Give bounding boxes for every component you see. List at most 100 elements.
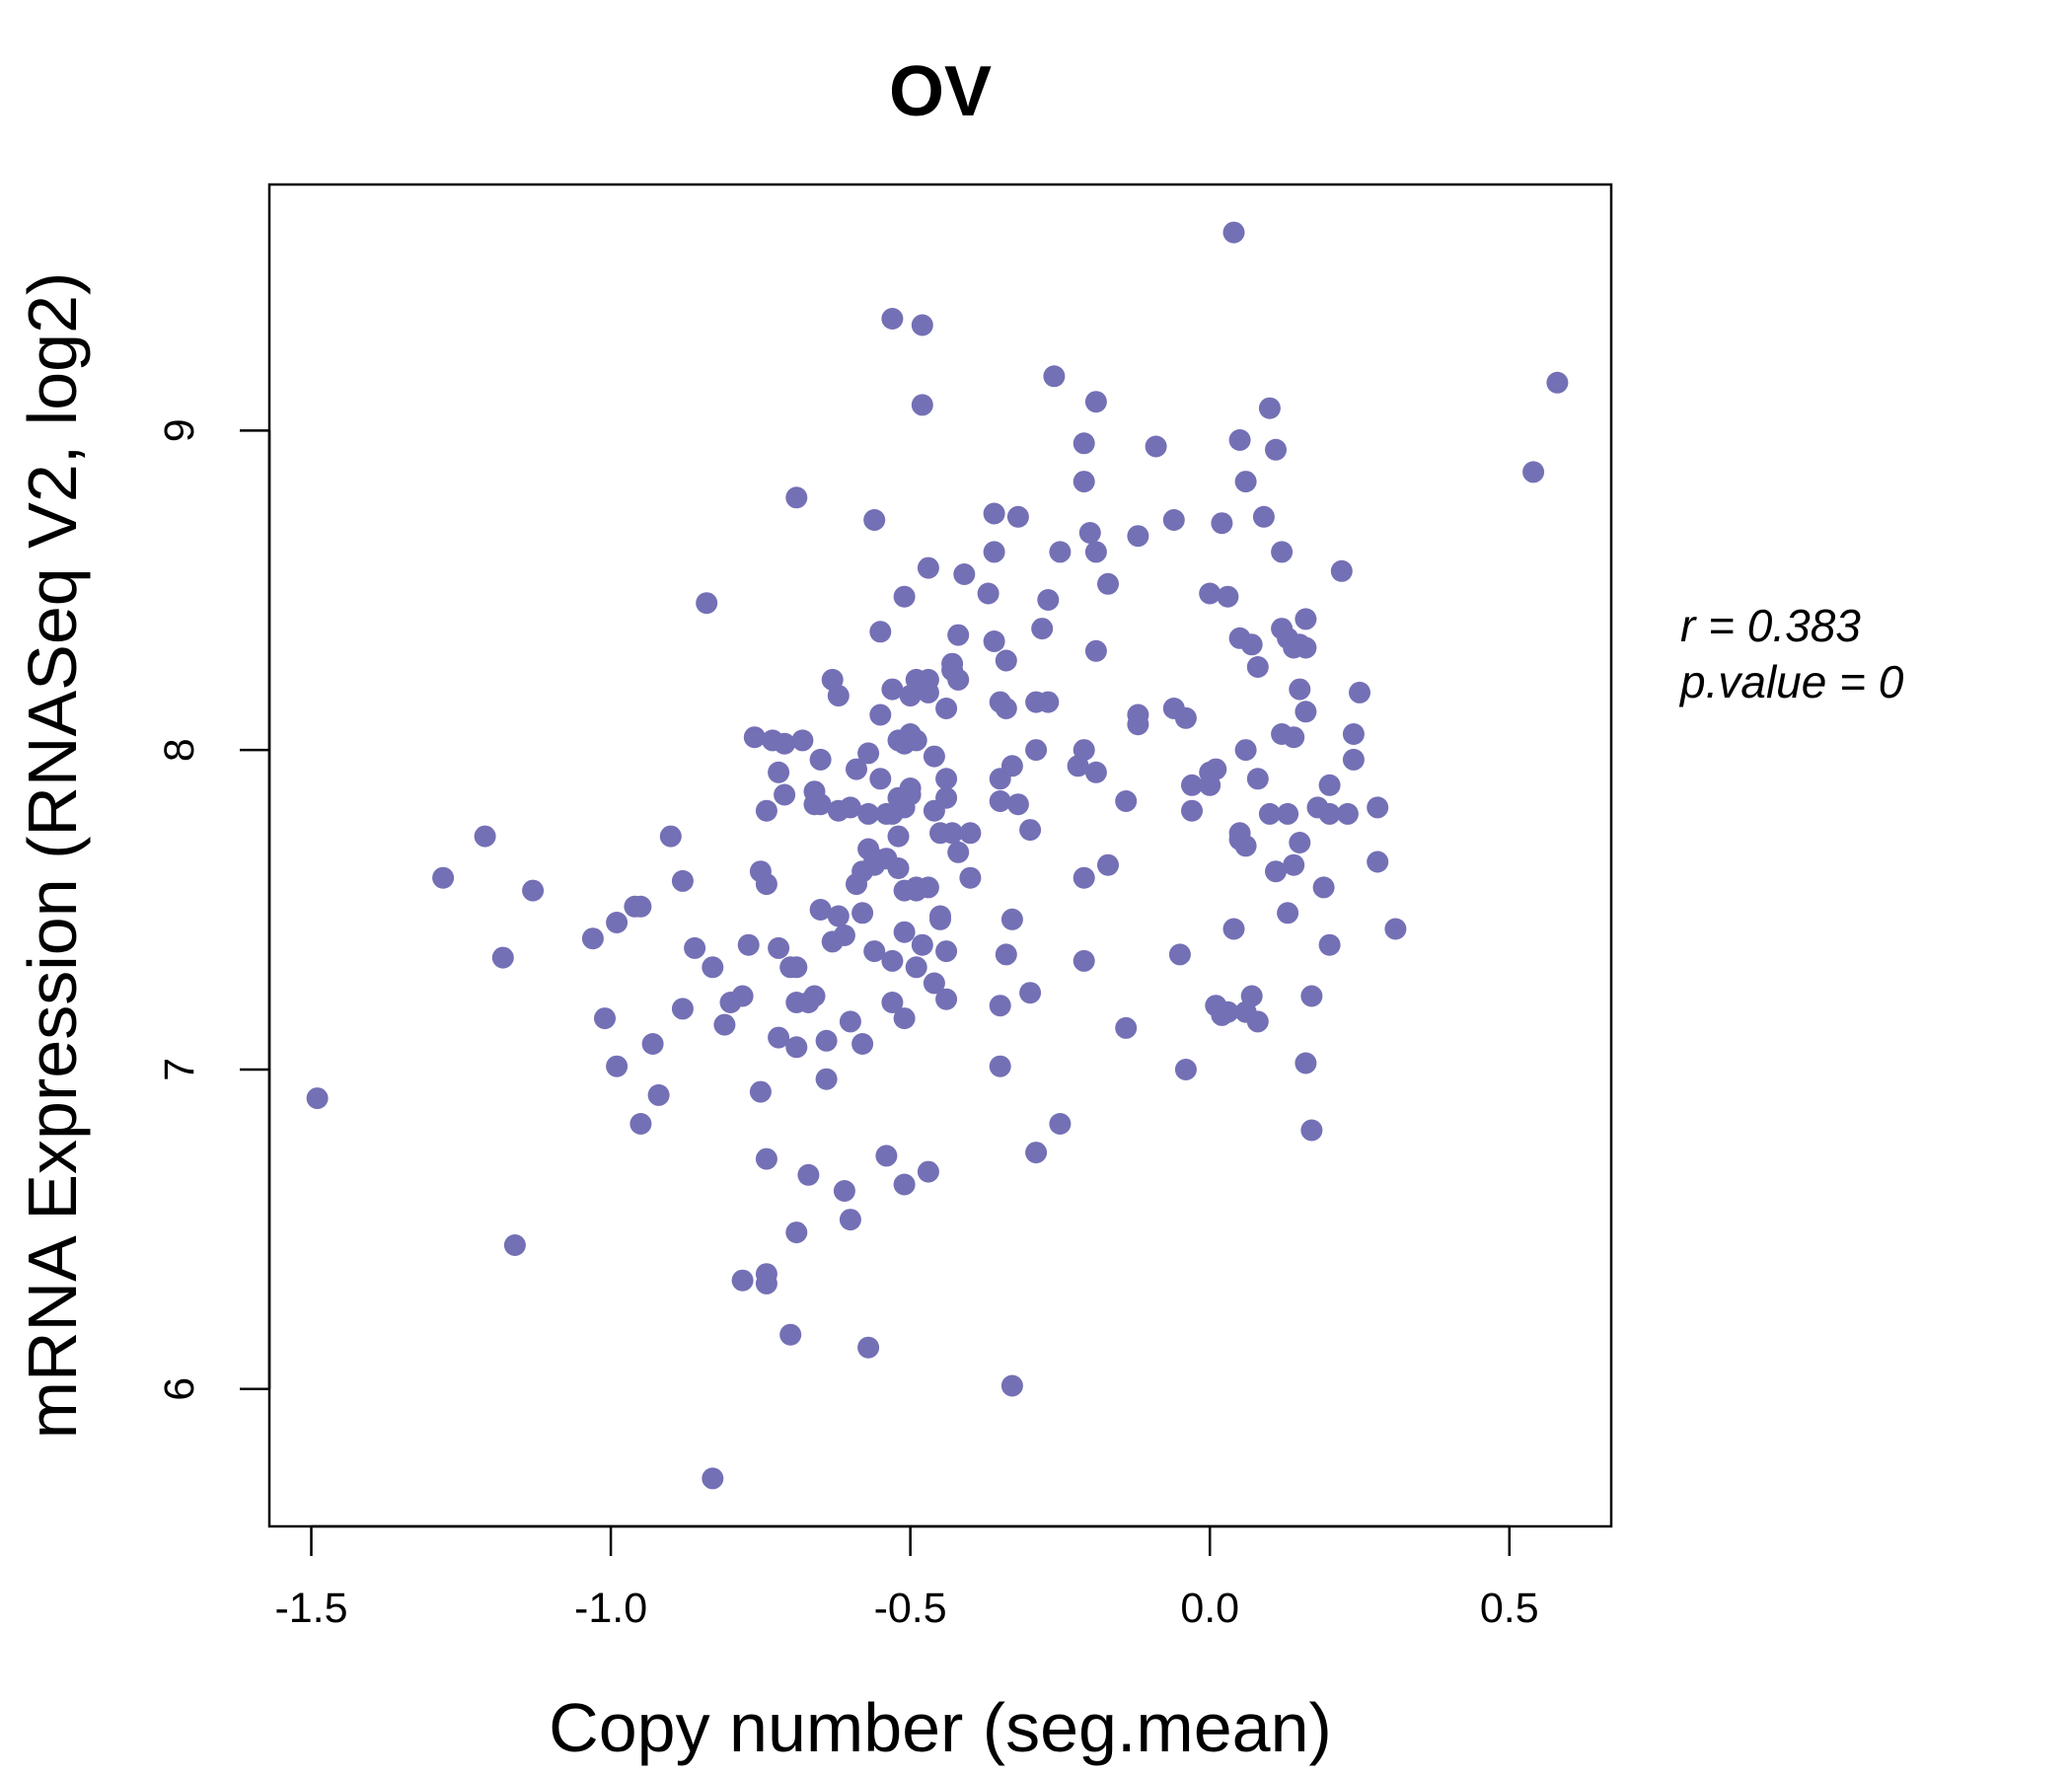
x-axis: -1.5 -1.0 -0.5 0.0 0.5 xyxy=(274,1524,1539,1632)
data-point xyxy=(696,592,718,615)
x-tick-label: -0.5 xyxy=(874,1585,947,1632)
data-point xyxy=(815,1068,838,1090)
data-point xyxy=(1342,748,1365,771)
data-point xyxy=(1367,851,1389,873)
data-point xyxy=(1367,796,1389,819)
data-point xyxy=(911,933,933,956)
data-point xyxy=(983,541,1005,563)
points-layer xyxy=(306,221,1569,1490)
data-point xyxy=(1336,802,1359,825)
data-point xyxy=(1000,755,1023,777)
y-axis-label: mRNA Expression (RNASeq V2, log2) xyxy=(14,272,91,1440)
data-point xyxy=(905,956,927,979)
data-point xyxy=(768,1026,790,1049)
data-point xyxy=(306,1087,329,1110)
data-point xyxy=(809,793,832,816)
data-point xyxy=(887,825,910,848)
data-point xyxy=(1258,802,1281,825)
data-point xyxy=(917,556,939,579)
data-point xyxy=(743,726,766,749)
data-point xyxy=(941,822,964,845)
data-point xyxy=(1234,471,1257,493)
data-point xyxy=(1342,723,1365,745)
data-point xyxy=(989,790,1011,812)
data-point xyxy=(755,799,777,822)
data-point xyxy=(857,802,880,825)
data-point xyxy=(995,943,1017,966)
data-point xyxy=(797,1163,820,1186)
data-point xyxy=(863,509,886,531)
data-point xyxy=(1295,608,1317,630)
data-point xyxy=(875,1145,898,1167)
data-point xyxy=(911,314,933,336)
data-point xyxy=(1349,681,1370,703)
data-point xyxy=(995,649,1017,672)
data-point xyxy=(1181,774,1203,796)
data-point xyxy=(863,940,886,963)
data-point xyxy=(731,1269,754,1292)
data-point xyxy=(1199,582,1221,605)
data-point xyxy=(809,899,832,921)
data-point xyxy=(1217,585,1239,608)
data-point xyxy=(791,729,814,752)
data-point xyxy=(893,1007,916,1030)
data-point xyxy=(768,761,790,783)
data-point xyxy=(1246,768,1269,790)
data-point xyxy=(917,876,939,899)
y-axis: 6 7 8 9 xyxy=(156,418,271,1401)
data-point xyxy=(702,1467,724,1490)
data-point xyxy=(1006,793,1029,816)
data-point xyxy=(881,308,904,330)
data-point xyxy=(768,936,790,959)
data-point xyxy=(1295,636,1317,659)
data-point xyxy=(785,956,808,979)
data-point xyxy=(755,1147,777,1170)
data-point xyxy=(785,1221,808,1244)
y-tick-label: 9 xyxy=(156,418,203,442)
data-point xyxy=(659,825,682,848)
data-point xyxy=(917,681,939,703)
data-point xyxy=(1300,1119,1323,1142)
data-point xyxy=(1037,589,1060,611)
data-point xyxy=(947,624,970,646)
data-point xyxy=(1228,429,1251,451)
data-point xyxy=(893,1173,916,1196)
data-point xyxy=(491,946,514,969)
data-point xyxy=(1078,522,1101,544)
data-point xyxy=(606,1055,629,1077)
data-point xyxy=(1546,371,1569,394)
data-point xyxy=(947,841,970,863)
data-point xyxy=(935,786,958,809)
data-point xyxy=(1295,1052,1317,1074)
x-tick-label: 0.5 xyxy=(1480,1585,1539,1632)
data-point xyxy=(935,940,958,963)
data-point xyxy=(755,1272,777,1295)
data-point xyxy=(846,758,867,780)
data-point xyxy=(1289,832,1311,853)
data-point xyxy=(1289,678,1311,701)
data-point xyxy=(1246,656,1269,678)
data-point xyxy=(1073,471,1095,493)
x-axis-label: Copy number (seg.mean) xyxy=(549,1689,1332,1766)
data-point xyxy=(1174,706,1197,729)
data-point xyxy=(1084,639,1107,662)
data-point xyxy=(887,857,910,879)
data-point xyxy=(1300,985,1323,1007)
data-point xyxy=(1205,758,1227,780)
data-point xyxy=(1127,525,1149,548)
y-tick-label: 7 xyxy=(156,1058,203,1081)
correlation-r: r = 0.383 xyxy=(1680,600,1861,651)
data-point xyxy=(1073,432,1095,455)
data-point xyxy=(1084,391,1107,413)
data-point xyxy=(1049,1113,1072,1135)
data-point xyxy=(959,822,982,845)
data-point xyxy=(977,582,999,605)
data-point xyxy=(989,995,1011,1017)
data-point xyxy=(1222,221,1245,244)
data-point xyxy=(1174,1059,1197,1080)
data-point xyxy=(1384,918,1407,940)
data-point xyxy=(1222,918,1245,940)
data-point xyxy=(851,902,874,925)
data-point xyxy=(522,879,545,902)
